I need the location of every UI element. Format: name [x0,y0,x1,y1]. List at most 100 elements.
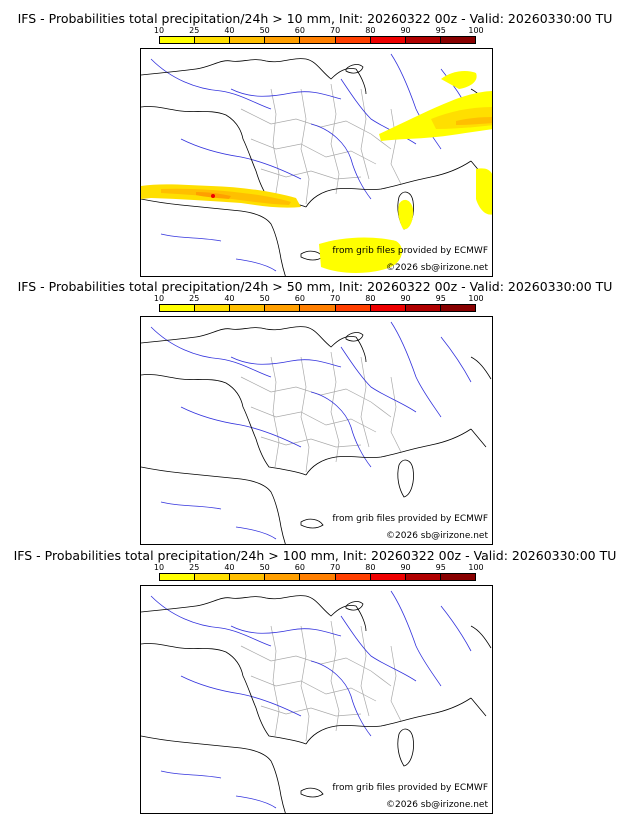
legend-tick-label: 60 [294,294,305,303]
precip-field-east [476,168,492,215]
probability-fields [141,71,492,273]
river-line [160,501,277,540]
department-boundary [390,376,402,453]
coastline [305,428,472,476]
coastline [141,374,307,476]
precip-field-pyrenees-peak [211,194,215,198]
color-legend: 10 25 40 50 60 70 80 90 95 100 [154,563,484,583]
legend-tick-label: 60 [294,26,305,35]
legend-tick-label: 70 [330,26,341,35]
precip-field-alps-max [456,117,492,125]
legend-color-cell [230,37,266,43]
legend-color-cell [265,305,301,311]
credit-source: from grib files provided by ECMWF [332,783,488,793]
department-boundary [360,625,370,717]
legend-color-cell [440,37,475,43]
coastline [141,58,357,80]
coastline [470,625,492,717]
legend-colorbar [159,36,476,44]
river-line [390,321,442,418]
legend-tick-label: 60 [294,563,305,572]
department-boundary [250,675,377,702]
legend-color-cell [370,37,406,43]
coastline [141,643,307,745]
river-line [180,138,302,180]
coastline [305,160,472,208]
department-boundary [240,645,392,687]
legend-tick-label: 80 [365,563,376,572]
department-boundary [250,406,377,433]
legend-tick-label: 70 [330,294,341,303]
coastline [355,68,367,95]
color-legend: 10 25 40 50 60 70 80 90 95 100 [154,294,484,314]
coastline [355,336,367,363]
legend-color-cell [160,574,196,580]
department-boundary [270,88,280,200]
department-boundary [330,351,340,463]
legend-tick-label: 25 [189,563,200,572]
probability-map: from grib files provided by ECMWF ©2026 … [140,48,493,277]
legend-tick-label: 50 [259,563,270,572]
coastline [355,605,367,632]
department-boundary [300,625,310,742]
legend-tick-labels: 10 25 40 50 60 70 80 90 95 100 [154,294,484,303]
precip-field-alps [379,91,492,141]
legend-color-cell [160,305,196,311]
department-boundary [270,625,280,737]
panel-title: IFS - Probabilities total precipitation/… [13,548,617,563]
credit-source: from grib files provided by ECMWF [332,514,488,524]
legend-tick-labels: 10 25 40 50 60 70 80 90 95 100 [154,563,484,572]
credit-copyright: ©2026 sb@irizone.net [386,263,488,273]
coastline [300,787,324,798]
coastline [141,735,286,813]
legend-color-cell [300,37,336,43]
legend-color-cell [195,574,231,580]
legend-tick-label: 70 [330,563,341,572]
panel-10mm: IFS - Probabilities total precipitation/… [0,11,630,279]
legend-colorbar [159,573,476,581]
coastline [345,64,364,74]
basemap [141,321,492,544]
legend-color-cell [300,574,336,580]
coastline [300,518,324,529]
legend-tick-label: 25 [189,294,200,303]
legend-tick-label: 95 [435,294,446,303]
river-line [150,58,272,110]
panel-100mm: IFS - Probabilities total precipitation/… [0,548,630,816]
legend-color-cell [230,574,266,580]
legend-color-cell [230,305,266,311]
probability-map: from grib files provided by ECMWF ©2026 … [140,316,493,545]
river-line [310,660,372,737]
department-boundary [300,88,310,205]
department-boundary [260,168,362,180]
department-boundary [330,83,340,195]
river-line [150,326,272,378]
precip-field-med [319,237,403,273]
river-line [180,675,302,717]
legend-color-cell [160,37,196,43]
department-boundary [330,620,340,732]
river-line [390,53,442,150]
legend-color-cell [405,37,441,43]
department-boundary [360,88,370,180]
river-line [440,336,472,383]
legend-tick-label: 100 [468,26,484,35]
legend-color-cell [335,574,371,580]
credit-source: from grib files provided by ECMWF [332,246,488,256]
department-boundary [390,645,402,722]
legend-color-cell [195,305,231,311]
coastline [305,697,472,745]
legend-tick-label: 40 [224,26,235,35]
panel-50mm: IFS - Probabilities total precipitation/… [0,279,630,547]
coastline [345,601,364,611]
department-boundary [390,108,402,185]
department-boundary [260,705,362,717]
river-line [230,625,342,637]
river-line [310,391,372,468]
coastline [141,595,357,617]
legend-tick-label: 25 [189,26,200,35]
department-boundary [360,356,370,448]
legend-tick-label: 50 [259,26,270,35]
precip-field-corsica [398,199,414,230]
legend-tick-label: 90 [400,563,411,572]
